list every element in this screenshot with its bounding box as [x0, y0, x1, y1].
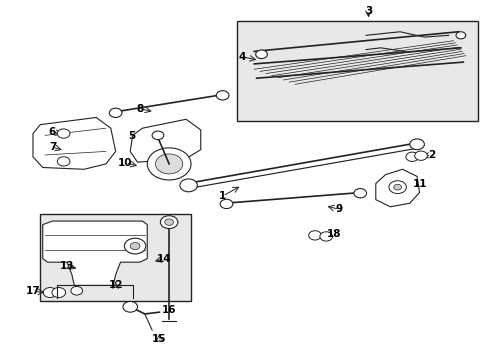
Circle shape: [180, 179, 197, 192]
Text: 5: 5: [128, 131, 135, 141]
Text: 1: 1: [219, 191, 226, 201]
Circle shape: [109, 108, 122, 117]
Circle shape: [130, 243, 140, 249]
Circle shape: [455, 32, 465, 39]
Polygon shape: [375, 169, 419, 207]
Circle shape: [71, 287, 82, 295]
Bar: [40, 214, 191, 301]
Text: 9: 9: [335, 204, 342, 214]
Circle shape: [152, 131, 163, 140]
Text: 10: 10: [118, 158, 132, 168]
Circle shape: [353, 189, 366, 198]
Circle shape: [57, 129, 70, 138]
Circle shape: [409, 139, 424, 150]
Circle shape: [255, 50, 267, 59]
Circle shape: [122, 301, 137, 312]
Circle shape: [405, 152, 418, 161]
Circle shape: [124, 238, 145, 254]
Circle shape: [52, 288, 65, 297]
Circle shape: [220, 199, 232, 208]
Text: 8: 8: [136, 104, 143, 113]
Circle shape: [147, 148, 191, 180]
Circle shape: [43, 288, 57, 297]
Polygon shape: [130, 119, 201, 162]
Text: 2: 2: [427, 150, 434, 160]
Text: 16: 16: [162, 305, 176, 315]
Text: 11: 11: [412, 179, 427, 189]
Circle shape: [393, 184, 401, 190]
Polygon shape: [42, 221, 147, 285]
Text: 6: 6: [49, 127, 56, 137]
Text: 14: 14: [157, 253, 171, 264]
Text: 4: 4: [238, 52, 245, 62]
Circle shape: [164, 219, 173, 225]
Text: 15: 15: [152, 334, 166, 344]
Circle shape: [319, 232, 332, 241]
Circle shape: [160, 216, 178, 229]
Text: 3: 3: [364, 6, 371, 17]
Text: 18: 18: [326, 229, 341, 239]
Circle shape: [414, 151, 427, 160]
Circle shape: [57, 157, 70, 166]
Text: 7: 7: [49, 142, 56, 152]
Polygon shape: [33, 117, 116, 169]
Circle shape: [388, 181, 406, 194]
Text: 13: 13: [60, 261, 74, 271]
Bar: [237, 21, 477, 121]
Text: 17: 17: [26, 287, 40, 296]
Text: 12: 12: [108, 280, 122, 291]
Circle shape: [155, 154, 183, 174]
Circle shape: [308, 231, 321, 240]
Circle shape: [216, 91, 228, 100]
